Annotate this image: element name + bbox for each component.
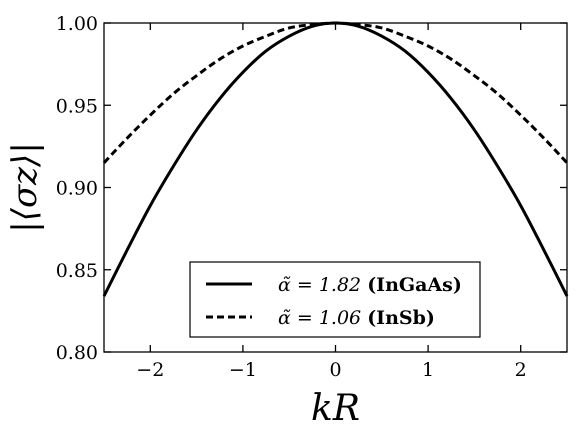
ticks-layer: −2 −1 0 1 2 0.80 0.85 0.90 0.95 1.00 [56, 13, 567, 381]
series-layer [102, 21, 569, 297]
x-axis-title: kR [311, 388, 360, 429]
y-tick-label: 1.00 [56, 13, 98, 35]
series-line-0 [102, 21, 569, 297]
x-tick-label: −2 [136, 359, 164, 381]
legend-box [189, 261, 481, 338]
legend: α̃ = 1.82 (InGaAs)α̃ = 1.06 (InSb) [189, 261, 481, 338]
x-tick-label: 0 [329, 359, 341, 381]
y-axis-title: |⟨σz⟩| [5, 142, 45, 233]
legend-label-0: α̃ = 1.82 (InGaAs) [278, 274, 462, 296]
y-tick-label: 0.95 [56, 95, 98, 117]
series-line-1 [102, 21, 569, 164]
x-tick-label: 2 [515, 359, 527, 381]
legend-material: (InGaAs) [367, 274, 462, 296]
y-tick-label: 0.85 [56, 260, 98, 282]
legend-math: α̃ = 1.82 [278, 274, 367, 296]
legend-math: α̃ = 1.06 [278, 307, 367, 329]
x-tick-label: 1 [422, 359, 434, 381]
legend-material: (InSb) [367, 307, 435, 329]
y-tick-label: 0.90 [56, 178, 98, 200]
y-tick-label: 0.80 [56, 342, 98, 364]
x-tick-label: −1 [229, 359, 257, 381]
legend-label-1: α̃ = 1.06 (InSb) [278, 307, 435, 329]
